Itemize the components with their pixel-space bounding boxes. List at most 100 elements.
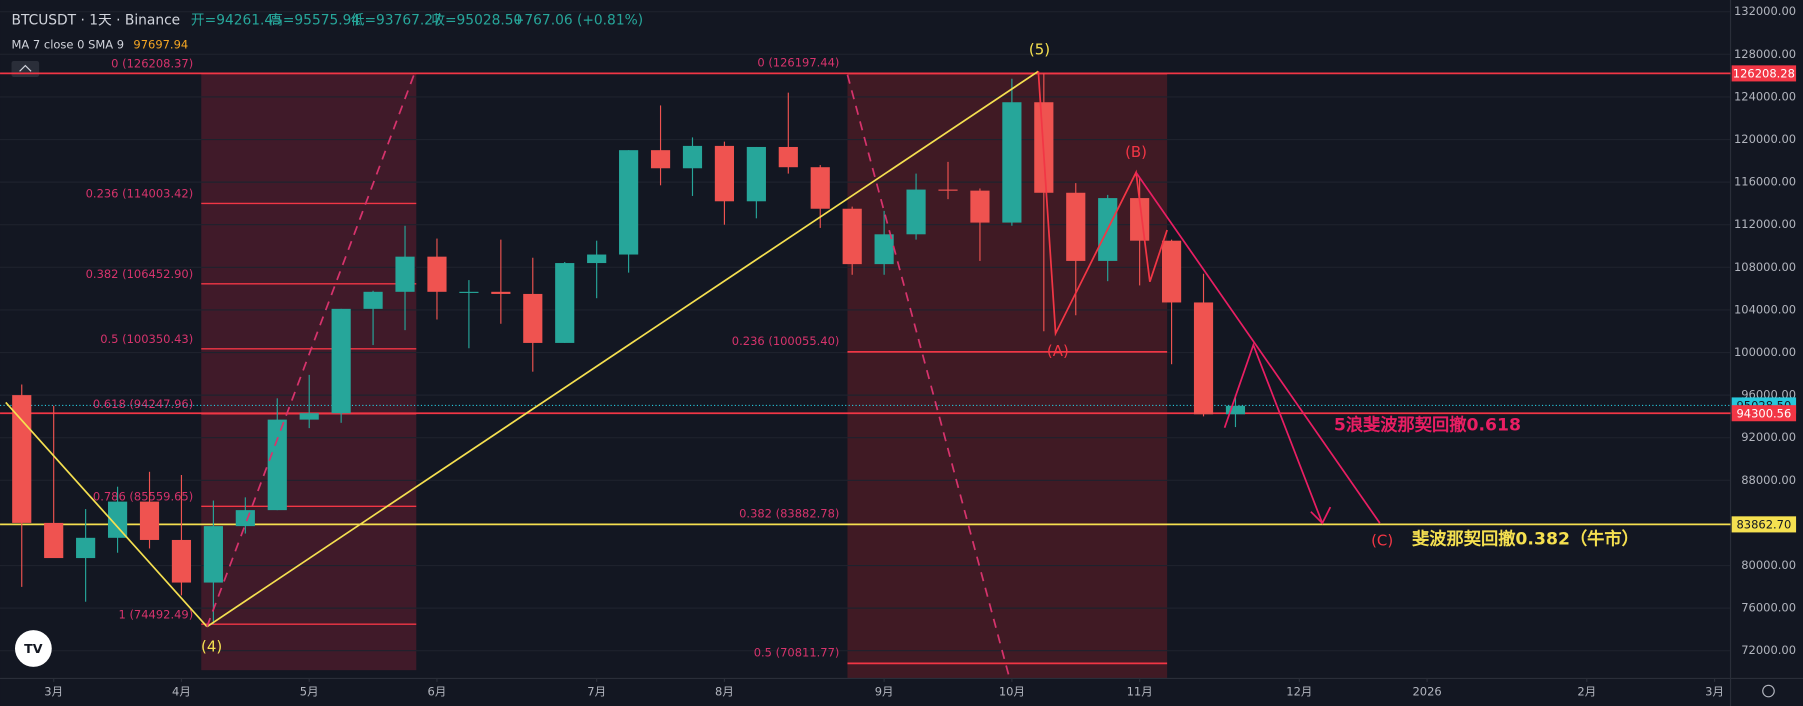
fib-zone <box>201 73 417 671</box>
fib-trend-line <box>846 74 1011 679</box>
fib-trend-line <box>206 74 415 627</box>
candle-body <box>139 501 160 540</box>
y-tick-label: 124000.00 <box>1734 89 1796 103</box>
candle-body <box>331 308 351 414</box>
wave-label: (5) <box>1029 41 1050 59</box>
annotation: 5浪斐波那契回撤0.618 <box>1334 414 1521 435</box>
candle-body <box>874 234 894 265</box>
settings-icon[interactable] <box>1762 684 1775 698</box>
candle-body <box>1193 302 1214 415</box>
fib-label: 0.236 (114003.42) <box>86 187 194 201</box>
candle-body <box>746 146 766 202</box>
fib-label: 0.786 (85559.65) <box>93 490 193 504</box>
candle-body <box>203 526 223 583</box>
y-tick-label: 88000.00 <box>1741 473 1796 487</box>
x-tick-label: 2月 <box>1577 685 1596 699</box>
logo-mark: TV <box>24 641 43 656</box>
candle-body <box>459 291 479 293</box>
y-tick-label: 80000.00 <box>1741 558 1796 572</box>
candle-body <box>76 537 96 559</box>
candle-body <box>842 208 862 265</box>
indicator-value: 97697.94 <box>133 37 188 51</box>
y-tick-label: 112000.00 <box>1734 217 1796 231</box>
y-tick-label: 116000.00 <box>1734 175 1796 189</box>
fib-label: 0.618 (94247.96) <box>93 397 193 411</box>
collapse-icon <box>19 64 32 72</box>
indicator-name: MA 7 close 0 SMA 9 <box>12 37 125 51</box>
ohlc-value: 低=93767.27 <box>351 13 442 29</box>
fib-label: 0.382 (83882.78) <box>739 506 839 520</box>
x-tick-label: 7月 <box>587 685 606 699</box>
candle-body <box>906 189 926 235</box>
candle-body <box>523 293 543 343</box>
candle-body <box>491 291 511 294</box>
y-tick-label: 104000.00 <box>1734 302 1796 316</box>
candle-body <box>587 254 607 264</box>
price-tag <box>1731 65 1797 82</box>
candle-body <box>1162 240 1182 303</box>
x-tick-label: 9月 <box>875 685 894 699</box>
fib-label: 1 (74492.49) <box>118 607 193 621</box>
x-tick-label: 8月 <box>715 685 734 699</box>
drawings <box>5 70 1381 679</box>
ohlc-value: 高=95575.94 <box>269 12 360 29</box>
x-tick-label: 12月 <box>1286 685 1312 699</box>
y-tick-label: 120000.00 <box>1734 132 1796 146</box>
x-tick-label: 4月 <box>172 685 191 699</box>
candle-body <box>1066 192 1086 261</box>
price-tag-label: 83862.70 <box>1736 517 1791 531</box>
collapse-button[interactable] <box>11 60 40 78</box>
x-tick-label: 3月 <box>44 685 63 699</box>
fib-label: 0 (126208.37) <box>111 57 193 71</box>
trend-line <box>206 70 1039 628</box>
wave-label: (A) <box>1047 342 1069 360</box>
candle-body <box>235 510 255 527</box>
fib-label: 0.5 (100350.43) <box>100 332 193 346</box>
change-value: +767.06 (+0.81%) <box>513 13 643 29</box>
y-tick-label: 100000.00 <box>1734 345 1796 359</box>
y-tick-label: 128000.00 <box>1734 47 1796 61</box>
x-tick-label: 11月 <box>1127 685 1153 699</box>
candle-body <box>299 413 319 420</box>
fib-label: 0.382 (106452.90) <box>86 267 194 281</box>
fib-label: 0.5 (70811.77) <box>754 646 840 660</box>
price-tag-label: 126208.28 <box>1733 66 1795 80</box>
arrow-head <box>1310 506 1332 525</box>
candle-body <box>619 150 639 255</box>
candle-body <box>363 291 383 309</box>
wave-label: (B) <box>1125 143 1147 161</box>
annotation: 斐波那契回撤0.382（牛市） <box>1412 528 1639 549</box>
y-tick-label: 108000.00 <box>1734 260 1796 274</box>
y-tick-label: 76000.00 <box>1741 601 1796 615</box>
candle-body <box>682 145 703 169</box>
candle-body <box>970 190 990 223</box>
trend-line <box>5 401 208 628</box>
y-tick-label: 72000.00 <box>1741 643 1796 657</box>
candle-body <box>107 501 128 538</box>
candle-body <box>427 256 447 292</box>
x-tick-label: 5月 <box>300 685 319 699</box>
candle-body <box>810 167 830 209</box>
candle-body <box>555 263 575 343</box>
fib-label: 0.236 (100055.40) <box>732 334 840 348</box>
candle-body <box>395 256 415 292</box>
resistance-line <box>1135 171 1381 524</box>
projection-line <box>1223 342 1324 524</box>
fib-label: 0 (126197.44) <box>757 56 839 70</box>
wave-label: (C) <box>1371 532 1393 550</box>
candle-body <box>44 522 64 559</box>
symbol-title: BTCUSDT · 1天 · Binance <box>12 13 181 29</box>
candle-body <box>938 189 958 191</box>
x-tick-label: 3月 <box>1705 685 1724 699</box>
candle-body <box>171 539 192 583</box>
wave-label: (4) <box>201 637 222 655</box>
price-tag <box>1731 405 1797 422</box>
candle-body <box>1225 405 1246 415</box>
price-tag <box>1731 516 1797 533</box>
ohlc-value: 开=94261.45 <box>191 13 282 29</box>
logo[interactable] <box>14 630 52 667</box>
candle-body <box>1130 198 1150 241</box>
candle-body <box>714 145 735 202</box>
candle-body <box>12 395 32 523</box>
